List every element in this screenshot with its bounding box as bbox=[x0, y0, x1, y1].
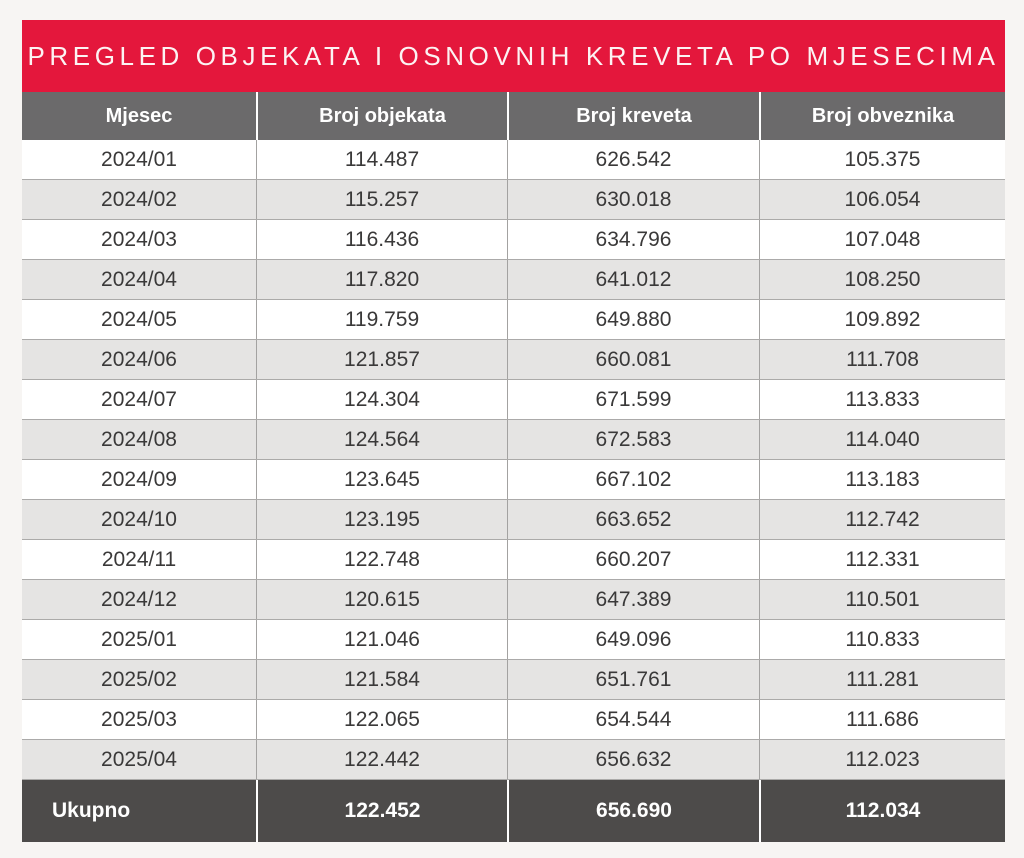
cell-broj-kreveta: 672.583 bbox=[507, 420, 759, 459]
table-row: 2024/04 117.820 641.012 108.250 bbox=[22, 260, 1005, 300]
cell-broj-obveznika: 106.054 bbox=[759, 180, 1005, 219]
cell-broj-kreveta: 660.081 bbox=[507, 340, 759, 379]
cell-month: 2024/08 bbox=[101, 427, 177, 451]
cell-broj-kreveta: 641.012 bbox=[507, 260, 759, 299]
cell-broj-kreveta: 654.544 bbox=[507, 700, 759, 739]
cell-month: 2025/03 bbox=[101, 707, 177, 731]
cell-broj-objekata: 114.487 bbox=[256, 140, 507, 179]
table-row: 2025/01 121.046 649.096 110.833 bbox=[22, 620, 1005, 660]
table-row: 2024/01 114.487 626.542 105.375 bbox=[22, 140, 1005, 180]
footer-total-broj-objekata: 122.452 bbox=[256, 780, 507, 842]
table-header-row: Mjesec Broj objekata Broj kreveta Broj obve… bbox=[22, 92, 1005, 140]
table-row: 2024/07 124.304 671.599 113.833 bbox=[22, 380, 1005, 420]
table-row: 2024/10 123.195 663.652 112.742 bbox=[22, 500, 1005, 540]
table-row: 2024/06 121.857 660.081 111.708 bbox=[22, 340, 1005, 380]
column-header-broj-kreveta: Broj kreveta bbox=[507, 92, 759, 140]
cell-month: 2025/02 bbox=[101, 667, 177, 691]
cell-broj-objekata: 119.759 bbox=[256, 300, 507, 339]
cell-broj-objekata: 124.304 bbox=[256, 380, 507, 419]
column-header-broj-obveznika: Broj obveznika bbox=[759, 92, 1005, 140]
cell-broj-obveznika: 113.183 bbox=[759, 460, 1005, 499]
cell-broj-kreveta: 649.096 bbox=[507, 620, 759, 659]
cell-broj-obveznika: 111.686 bbox=[759, 700, 1005, 739]
cell-broj-obveznika: 111.281 bbox=[759, 660, 1005, 699]
cell-broj-objekata: 122.065 bbox=[256, 700, 507, 739]
cell-broj-objekata: 121.584 bbox=[256, 660, 507, 699]
cell-broj-obveznika: 114.040 bbox=[759, 420, 1005, 459]
cell-broj-obveznika: 107.048 bbox=[759, 220, 1005, 259]
table-row: 2024/12 120.615 647.389 110.501 bbox=[22, 580, 1005, 620]
cell-broj-objekata: 120.615 bbox=[256, 580, 507, 619]
table-body: 2024/01 114.487 626.542 105.375 2024/02 115.2… bbox=[22, 140, 1005, 780]
table-row: 2025/03 122.065 654.544 111.686 bbox=[22, 700, 1005, 740]
cell-broj-objekata: 115.257 bbox=[256, 180, 507, 219]
cell-broj-kreveta: 656.632 bbox=[507, 740, 759, 779]
cell-broj-obveznika: 110.501 bbox=[759, 580, 1005, 619]
cell-broj-kreveta: 634.796 bbox=[507, 220, 759, 259]
cell-broj-kreveta: 651.761 bbox=[507, 660, 759, 699]
cell-month: 2024/03 bbox=[101, 227, 177, 251]
table-title-banner: PREGLED OBJEKATA I OSNOVNIH KREVETA PO M… bbox=[22, 20, 1005, 92]
cell-broj-kreveta: 667.102 bbox=[507, 460, 759, 499]
table-row: 2024/02 115.257 630.018 106.054 bbox=[22, 180, 1005, 220]
cell-broj-kreveta: 626.542 bbox=[507, 140, 759, 179]
table-row: 2024/11 122.748 660.207 112.331 bbox=[22, 540, 1005, 580]
cell-month: 2024/10 bbox=[101, 507, 177, 531]
cell-broj-obveznika: 113.833 bbox=[759, 380, 1005, 419]
cell-broj-kreveta: 649.880 bbox=[507, 300, 759, 339]
cell-broj-objekata: 121.046 bbox=[256, 620, 507, 659]
cell-broj-obveznika: 112.331 bbox=[759, 540, 1005, 579]
cell-month: 2024/06 bbox=[101, 347, 177, 371]
footer-label-total: Ukupno bbox=[52, 799, 131, 822]
cell-broj-objekata: 122.442 bbox=[256, 740, 507, 779]
cell-month: 2024/01 bbox=[101, 147, 177, 171]
cell-month: 2024/02 bbox=[101, 187, 177, 211]
cell-broj-obveznika: 111.708 bbox=[759, 340, 1005, 379]
page-title: PREGLED OBJEKATA I OSNOVNIH KREVETA PO M… bbox=[27, 40, 1000, 71]
table-row: 2025/04 122.442 656.632 112.023 bbox=[22, 740, 1005, 780]
monthly-overview-table: PREGLED OBJEKATA I OSNOVNIH KREVETA PO M… bbox=[22, 20, 1005, 842]
cell-broj-obveznika: 105.375 bbox=[759, 140, 1005, 179]
cell-broj-obveznika: 110.833 bbox=[759, 620, 1005, 659]
table-row: 2024/05 119.759 649.880 109.892 bbox=[22, 300, 1005, 340]
cell-broj-kreveta: 671.599 bbox=[507, 380, 759, 419]
table-row: 2024/03 116.436 634.796 107.048 bbox=[22, 220, 1005, 260]
table-row: 2024/08 124.564 672.583 114.040 bbox=[22, 420, 1005, 460]
cell-month: 2024/11 bbox=[101, 547, 177, 571]
cell-broj-kreveta: 647.389 bbox=[507, 580, 759, 619]
cell-broj-obveznika: 108.250 bbox=[759, 260, 1005, 299]
cell-broj-objekata: 117.820 bbox=[256, 260, 507, 299]
cell-month: 2025/01 bbox=[101, 627, 177, 651]
cell-broj-obveznika: 112.023 bbox=[759, 740, 1005, 779]
cell-broj-obveznika: 112.742 bbox=[759, 500, 1005, 539]
cell-broj-obveznika: 109.892 bbox=[759, 300, 1005, 339]
cell-broj-objekata: 123.195 bbox=[256, 500, 507, 539]
cell-month: 2024/09 bbox=[101, 467, 177, 491]
table-row: 2025/02 121.584 651.761 111.281 bbox=[22, 660, 1005, 700]
cell-month: 2024/07 bbox=[101, 387, 177, 411]
cell-broj-objekata: 123.645 bbox=[256, 460, 507, 499]
cell-month: 2025/04 bbox=[101, 747, 177, 771]
cell-month: 2024/12 bbox=[101, 587, 177, 611]
column-header-broj-objekata: Broj objekata bbox=[256, 92, 507, 140]
cell-broj-objekata: 124.564 bbox=[256, 420, 507, 459]
footer-total-broj-obveznika: 112.034 bbox=[759, 780, 1005, 842]
footer-total-broj-kreveta: 656.690 bbox=[507, 780, 759, 842]
cell-broj-kreveta: 663.652 bbox=[507, 500, 759, 539]
cell-broj-kreveta: 630.018 bbox=[507, 180, 759, 219]
cell-month: 2024/05 bbox=[101, 307, 177, 331]
table-row: 2024/09 123.645 667.102 113.183 bbox=[22, 460, 1005, 500]
cell-broj-kreveta: 660.207 bbox=[507, 540, 759, 579]
cell-broj-objekata: 116.436 bbox=[256, 220, 507, 259]
cell-month: 2024/04 bbox=[101, 267, 177, 291]
cell-broj-objekata: 122.748 bbox=[256, 540, 507, 579]
cell-broj-objekata: 121.857 bbox=[256, 340, 507, 379]
table-footer-row: Ukupno 122.452 656.690 112.034 bbox=[22, 780, 1005, 842]
column-header-mjesec: Mjesec bbox=[105, 104, 173, 127]
